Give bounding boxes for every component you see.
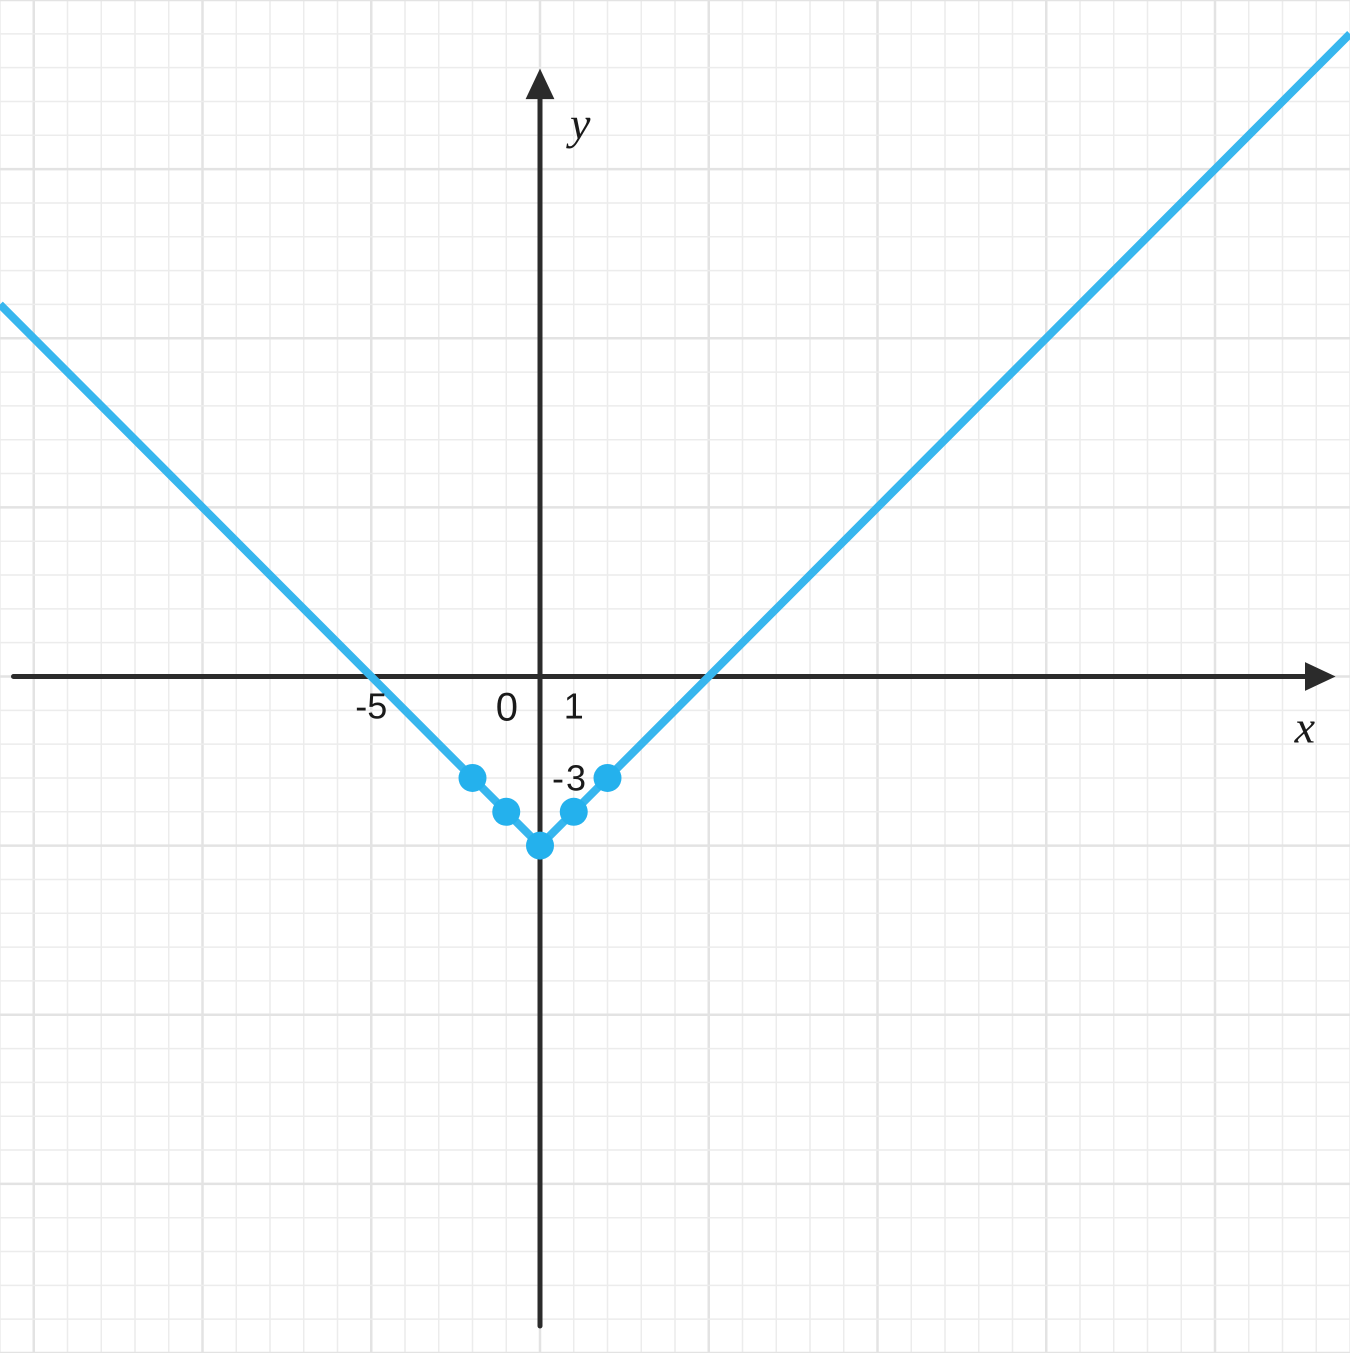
x-tick-label: 1 bbox=[564, 686, 584, 727]
data-point bbox=[459, 764, 487, 792]
absolute-value-chart: -5 1 -3 0 y x bbox=[0, 0, 1350, 1353]
data-point bbox=[594, 764, 622, 792]
x-tick-label: -5 bbox=[355, 686, 387, 727]
y-axis-label: y bbox=[566, 98, 591, 149]
data-point bbox=[492, 798, 520, 826]
data-point bbox=[526, 832, 554, 860]
data-point bbox=[560, 798, 588, 826]
origin-label: 0 bbox=[496, 686, 518, 730]
y-tick-label: -3 bbox=[552, 758, 588, 799]
x-axis-label: x bbox=[1294, 702, 1316, 753]
